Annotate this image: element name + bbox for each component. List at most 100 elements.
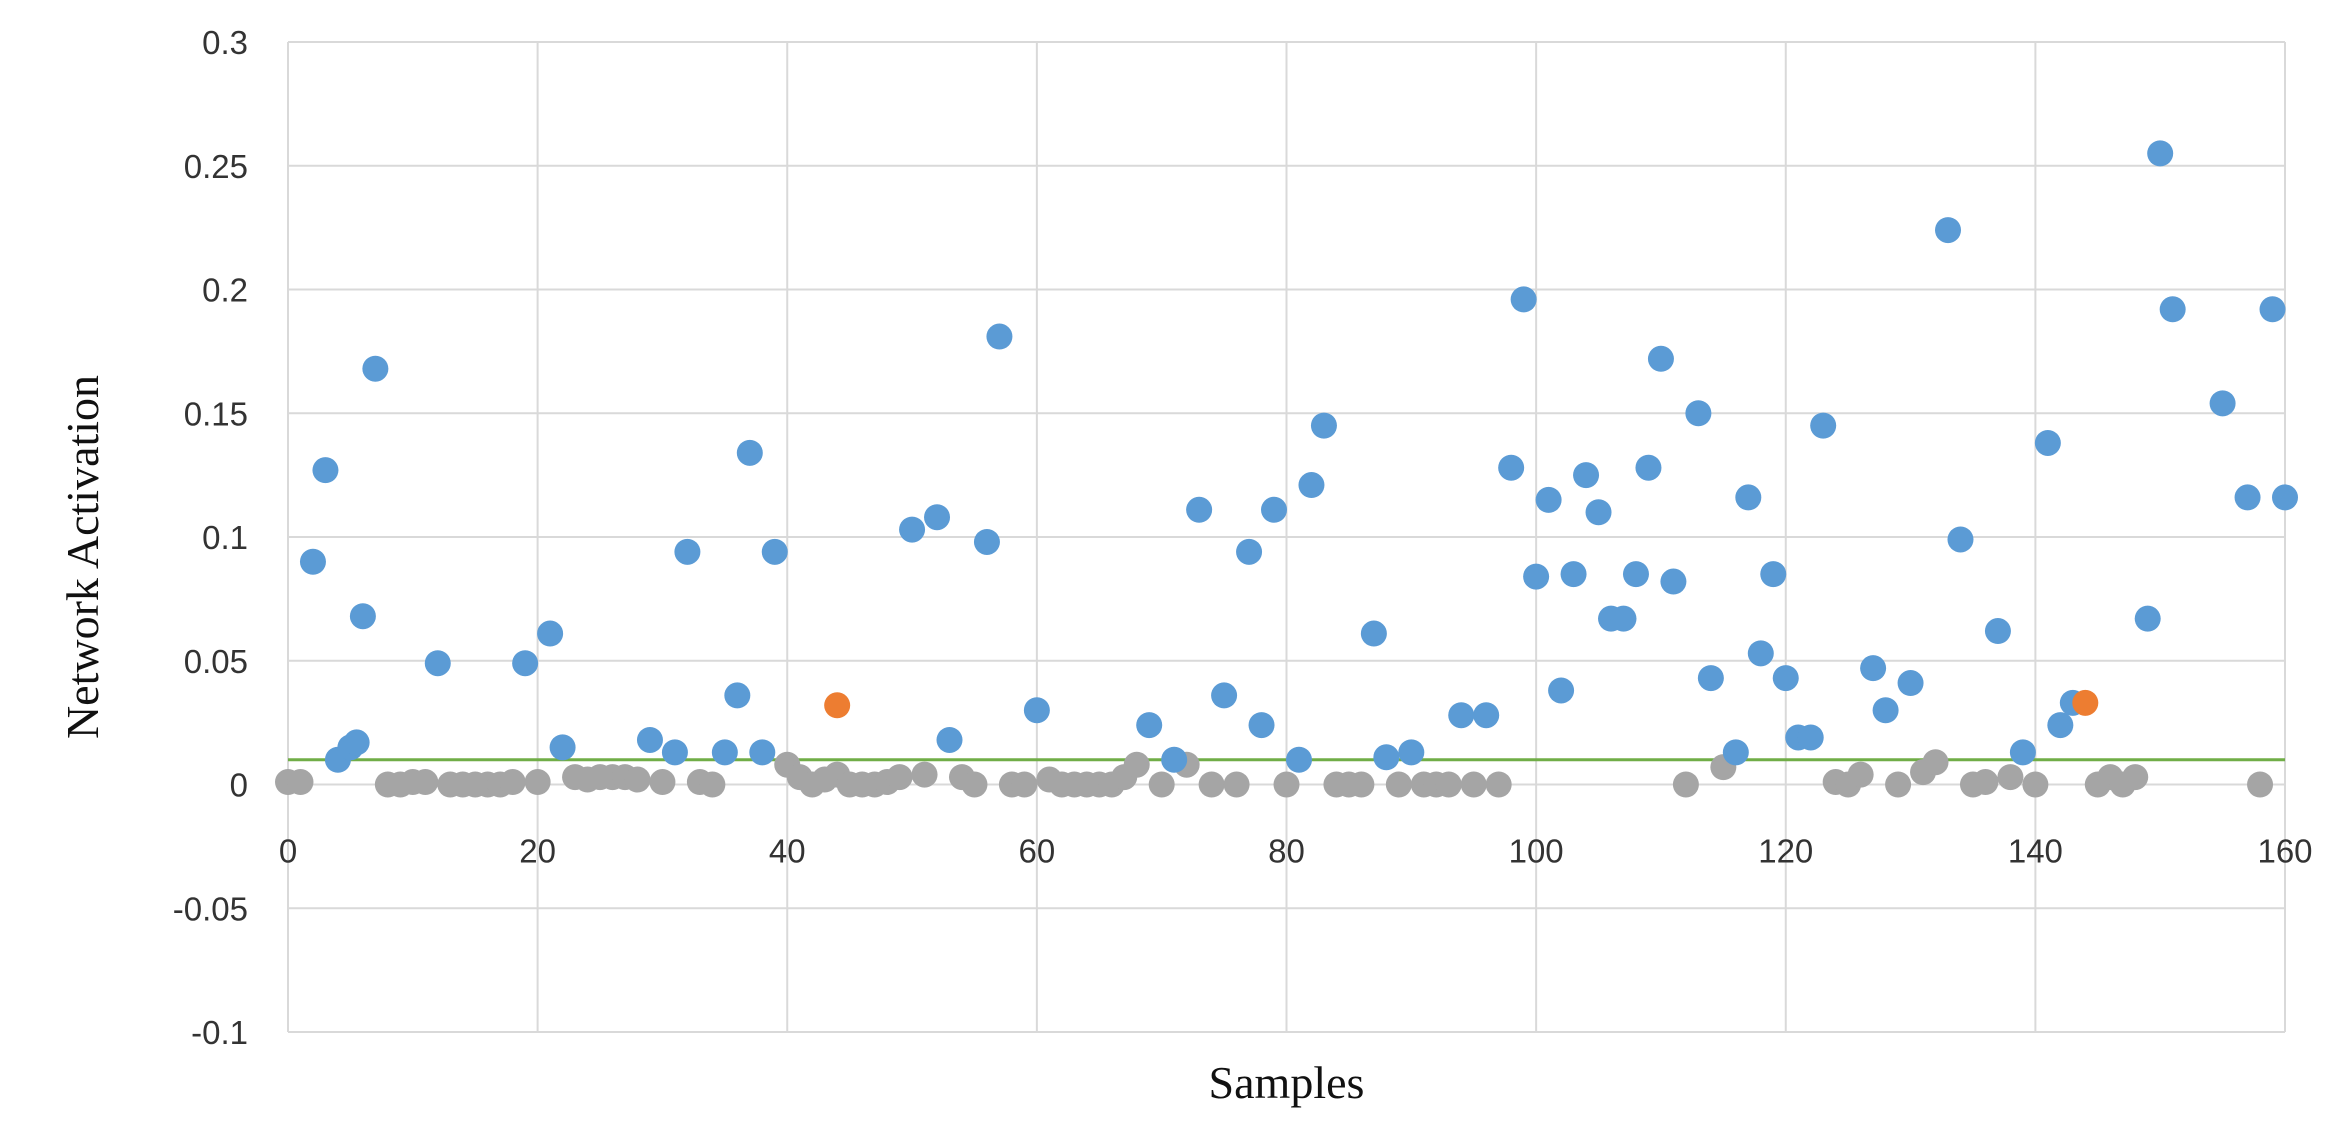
- y-tick-label: 0: [230, 767, 248, 804]
- data-point: [973, 528, 1000, 555]
- data-point: [1872, 697, 1899, 724]
- data-point: [1922, 749, 1949, 776]
- data-point: [1398, 739, 1425, 766]
- x-tick-label: 140: [2008, 833, 2063, 870]
- data-point: [2247, 771, 2274, 798]
- data-point: [1261, 496, 1288, 523]
- data-point: [1697, 665, 1724, 692]
- data-point: [936, 726, 963, 753]
- data-point: [1847, 761, 1874, 788]
- data-point: [2147, 140, 2174, 167]
- data-point: [362, 355, 389, 382]
- data-points: [275, 140, 2298, 798]
- data-point: [2022, 771, 2049, 798]
- x-tick-label: 0: [279, 833, 297, 870]
- data-point: [1935, 217, 1962, 244]
- data-point: [499, 769, 526, 796]
- data-point: [1148, 771, 1175, 798]
- x-tick-labels: 0 20 40 60 80 100 120 140 160: [279, 833, 2313, 870]
- data-point: [1248, 712, 1275, 739]
- data-point: [649, 769, 676, 796]
- data-point: [1622, 561, 1649, 588]
- data-point: [986, 323, 1013, 350]
- data-point: [1485, 771, 1512, 798]
- grid-lines: [287, 41, 2286, 1033]
- y-tick-label: 0.25: [184, 148, 248, 185]
- data-point: [512, 650, 539, 677]
- data-point: [349, 603, 376, 630]
- data-point: [1161, 746, 1188, 773]
- data-point: [299, 548, 326, 575]
- y-tick-labels: -0.1 -0.05 0 0.05 0.1 0.15 0.2 0.25 0.3: [173, 24, 248, 1051]
- data-point: [1223, 771, 1250, 798]
- data-point: [1385, 771, 1412, 798]
- data-point: [287, 769, 314, 796]
- data-point: [2209, 390, 2236, 417]
- data-point: [1660, 568, 1687, 595]
- data-point: [1735, 484, 1762, 511]
- data-point: [886, 764, 913, 791]
- data-point: [1211, 682, 1238, 709]
- data-point: [636, 726, 663, 753]
- data-point: [1573, 462, 1600, 489]
- data-point: [1298, 472, 1325, 499]
- data-point: [699, 771, 726, 798]
- data-point: [1123, 751, 1150, 778]
- y-tick-label: -0.1: [191, 1014, 248, 1051]
- data-point: [1997, 764, 2024, 791]
- data-point: [2134, 605, 2161, 632]
- data-point: [1360, 620, 1387, 647]
- data-point: [1523, 563, 1550, 590]
- y-tick-label: 0.15: [184, 395, 248, 432]
- data-point: [736, 439, 763, 466]
- data-point: [2072, 689, 2099, 716]
- data-point: [1023, 697, 1050, 724]
- data-point: [924, 504, 951, 531]
- y-tick-label: 0.1: [202, 519, 248, 556]
- data-point: [1236, 538, 1263, 565]
- data-point: [1186, 496, 1213, 523]
- data-point: [1273, 771, 1300, 798]
- data-point: [1435, 771, 1462, 798]
- data-point: [899, 516, 926, 543]
- data-point: [343, 729, 370, 756]
- data-point: [1560, 561, 1587, 588]
- x-tick-label: 100: [1509, 833, 1564, 870]
- y-axis-title: Network Activation: [57, 375, 108, 739]
- data-point: [1498, 454, 1525, 481]
- data-point: [2034, 429, 2061, 456]
- data-point: [2259, 296, 2286, 323]
- data-point: [761, 538, 788, 565]
- data-point: [1198, 771, 1225, 798]
- data-point: [1535, 486, 1562, 513]
- data-point: [711, 739, 738, 766]
- data-point: [1810, 412, 1837, 439]
- data-point: [1373, 744, 1400, 771]
- data-point: [1760, 561, 1787, 588]
- data-point: [1747, 640, 1774, 667]
- data-point: [1672, 771, 1699, 798]
- data-point: [1548, 677, 1575, 704]
- x-tick-label: 40: [769, 833, 806, 870]
- data-point: [1610, 605, 1637, 632]
- data-point: [2159, 296, 2186, 323]
- data-point: [1136, 712, 1163, 739]
- data-point: [1947, 526, 1974, 553]
- y-tick-label: -0.05: [173, 890, 248, 927]
- data-point: [537, 620, 564, 647]
- x-tick-label: 120: [1758, 833, 1813, 870]
- data-point: [1635, 454, 1662, 481]
- data-point: [424, 650, 451, 677]
- data-point: [1685, 400, 1712, 427]
- data-point: [1984, 618, 2011, 645]
- data-point: [674, 538, 701, 565]
- data-point: [1647, 345, 1674, 372]
- data-point: [1585, 499, 1612, 526]
- x-tick-label: 80: [1268, 833, 1305, 870]
- data-point: [1722, 739, 1749, 766]
- data-point: [312, 457, 339, 484]
- data-point: [2122, 764, 2149, 791]
- data-point: [2009, 739, 2036, 766]
- data-point: [1897, 670, 1924, 697]
